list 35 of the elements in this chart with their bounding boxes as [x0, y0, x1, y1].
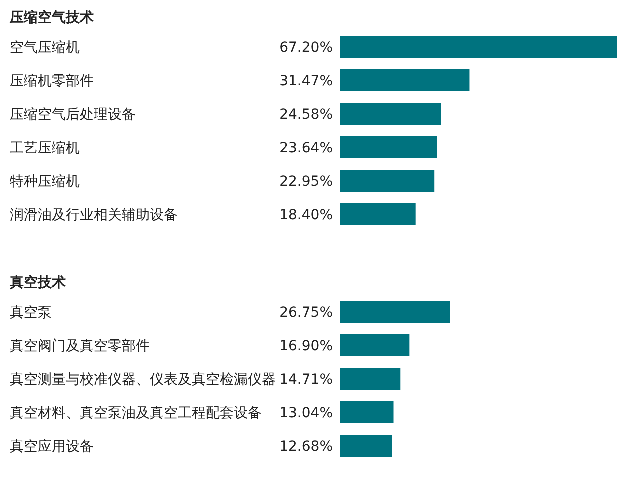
- data-label: 26.75%: [280, 305, 333, 321]
- bar: [340, 334, 410, 356]
- y-tick-label: 真空阀门及真空零部件: [10, 338, 150, 354]
- text: 真空技术: [9, 274, 66, 291]
- y-tick-label: 真空泵: [10, 305, 52, 321]
- text: 压缩空气技术: [9, 9, 94, 26]
- bar: [340, 136, 438, 158]
- data-label: 31.47%: [280, 74, 333, 90]
- bar: [340, 368, 401, 390]
- y-tick-label: 空气压缩机: [10, 40, 80, 56]
- data-label: 12.68%: [280, 439, 333, 455]
- bar: [340, 435, 392, 457]
- y-tick-label: 压缩机零部件: [10, 74, 94, 90]
- data-label: 22.95%: [280, 174, 333, 190]
- data-label: 24.58%: [280, 107, 333, 123]
- bar: [340, 103, 442, 125]
- bar: [340, 204, 416, 226]
- bar: [340, 170, 435, 192]
- y-tick-label: 真空测量与校准仪器、仪表及真空检漏仪器: [10, 372, 276, 388]
- y-tick-label: 润滑油及行业相关辅助设备: [10, 208, 178, 224]
- y-tick-label: 工艺压缩机: [10, 140, 80, 156]
- data-label: 13.04%: [280, 406, 333, 422]
- data-label: 23.64%: [280, 140, 333, 156]
- data-label: 18.40%: [280, 208, 333, 224]
- bar: [340, 36, 617, 58]
- bar: [340, 301, 450, 323]
- data-label: 14.71%: [280, 372, 333, 388]
- y-tick-label: 特种压缩机: [10, 174, 80, 190]
- bar: [340, 70, 470, 92]
- y-tick-label: 真空应用设备: [10, 439, 94, 455]
- bar: [340, 402, 394, 424]
- y-tick-label: 压缩空气后处理设备: [10, 107, 136, 123]
- data-label: 67.20%: [280, 40, 333, 56]
- data-label: 16.90%: [280, 338, 333, 354]
- y-tick-label: 真空材料、真空泵油及真空工程配套设备: [10, 406, 262, 422]
